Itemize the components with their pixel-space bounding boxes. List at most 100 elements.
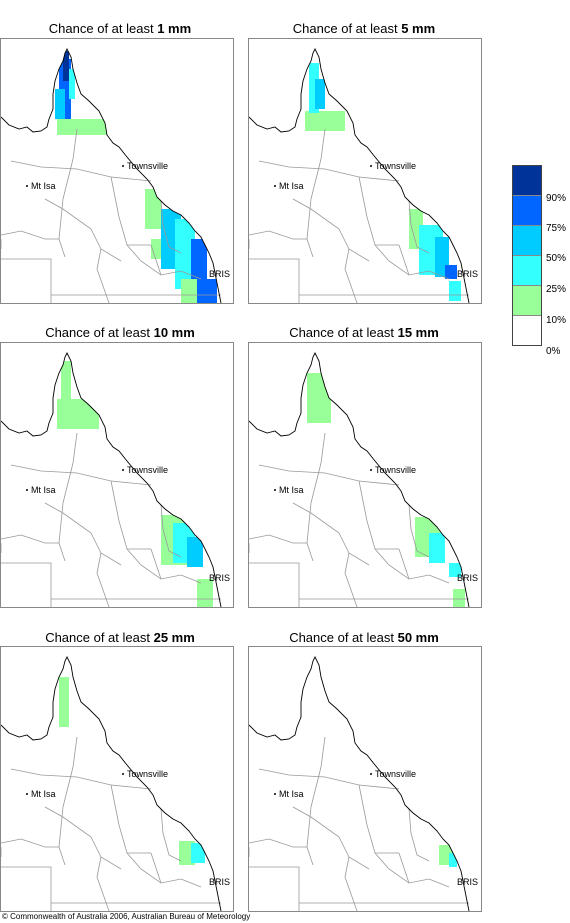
map-panel-1mm: Townsville Mt Isa BRIS bbox=[0, 38, 234, 304]
townsville-label: Townsville bbox=[375, 465, 416, 475]
legend-swatch-0 bbox=[513, 316, 541, 345]
rain-probability-cell bbox=[55, 89, 65, 119]
district-boundary bbox=[344, 856, 358, 911]
district-boundary bbox=[344, 248, 358, 303]
townsville-label: Townsville bbox=[375, 769, 416, 779]
district-boundary bbox=[96, 552, 110, 607]
mt-isa-label: Mt Isa bbox=[31, 789, 56, 799]
panel-title-5mm: Chance of at least 5 mm bbox=[292, 21, 436, 36]
rain-probability-cell bbox=[449, 563, 461, 577]
legend-label-0: 0% bbox=[546, 346, 561, 357]
district-boundary bbox=[292, 198, 370, 262]
legend-label-10: 10% bbox=[546, 315, 567, 326]
mt-isa-label: Mt Isa bbox=[279, 789, 304, 799]
rain-probability-cell bbox=[191, 239, 207, 279]
legend-label-25: 25% bbox=[546, 284, 567, 295]
brisbane-label: BRIS bbox=[457, 269, 478, 279]
townsville-marker bbox=[122, 469, 124, 471]
townsville-marker bbox=[122, 165, 124, 167]
mt-isa-marker bbox=[26, 793, 28, 795]
district-boundary bbox=[1, 230, 59, 240]
legend-swatch-90 bbox=[513, 166, 541, 196]
state-border bbox=[249, 239, 469, 303]
mt-isa-label: Mt Isa bbox=[31, 485, 56, 495]
district-boundary bbox=[398, 852, 410, 884]
legend-swatch-25 bbox=[513, 256, 541, 286]
district-boundary bbox=[306, 736, 326, 866]
district-boundary bbox=[408, 504, 430, 558]
district-boundary bbox=[10, 464, 152, 486]
district-boundary bbox=[292, 806, 370, 870]
brisbane-label: BRIS bbox=[209, 269, 230, 279]
panel-title-15mm: Chance of at least 15 mm bbox=[289, 325, 439, 340]
legend-label-90: 90% bbox=[546, 193, 567, 204]
mt-isa-label: Mt Isa bbox=[279, 485, 304, 495]
district-boundary bbox=[160, 200, 182, 254]
mt-isa-label: Mt Isa bbox=[31, 181, 56, 191]
district-boundary bbox=[10, 160, 152, 182]
district-boundary bbox=[58, 128, 78, 258]
copyright-notice: © Commonwealth of Australia 2006, Austra… bbox=[2, 912, 251, 921]
district-boundary bbox=[358, 784, 399, 854]
legend-label-50: 50% bbox=[546, 253, 567, 264]
brisbane-label: BRIS bbox=[457, 573, 478, 583]
coastline bbox=[1, 655, 222, 911]
mt-isa-marker bbox=[274, 489, 276, 491]
brisbane-label: BRIS bbox=[209, 877, 230, 887]
map-panel-10mm: Townsville Mt Isa BRIS bbox=[0, 342, 234, 608]
panel-title-1mm: Chance of at least 1 mm bbox=[48, 21, 192, 36]
mt-isa-marker bbox=[26, 185, 28, 187]
state-border bbox=[1, 543, 221, 607]
district-boundary bbox=[258, 464, 400, 486]
district-boundary bbox=[306, 128, 326, 258]
mt-isa-marker bbox=[26, 489, 28, 491]
rain-probability-cell bbox=[57, 119, 107, 135]
state-border bbox=[249, 847, 469, 911]
map-panel-50mm: Townsville Mt Isa BRIS bbox=[248, 646, 482, 912]
district-boundary bbox=[408, 200, 430, 254]
rain-probability-cell bbox=[181, 279, 197, 303]
rain-probability-cell bbox=[197, 579, 213, 607]
rain-probability-cell bbox=[197, 279, 217, 303]
district-boundary bbox=[96, 248, 110, 303]
rain-probability-cell bbox=[305, 111, 345, 131]
brisbane-label: BRIS bbox=[457, 877, 478, 887]
rain-probability-cell bbox=[449, 281, 461, 301]
district-boundary bbox=[150, 244, 162, 276]
district-boundary bbox=[358, 176, 399, 246]
rain-probability-cell bbox=[191, 843, 205, 863]
rain-probability-cell bbox=[309, 63, 319, 113]
district-boundary bbox=[110, 480, 151, 550]
district-boundary bbox=[358, 480, 399, 550]
district-boundary bbox=[96, 856, 110, 911]
rain-probability-cell bbox=[69, 69, 75, 99]
district-boundary bbox=[344, 552, 358, 607]
district-boundary bbox=[249, 534, 307, 544]
district-boundary bbox=[44, 198, 122, 262]
district-boundary bbox=[110, 784, 151, 854]
district-boundary bbox=[398, 244, 410, 276]
townsville-marker bbox=[370, 469, 372, 471]
rain-probability-cell bbox=[187, 537, 203, 567]
legend-label-75: 75% bbox=[546, 223, 567, 234]
townsville-marker bbox=[370, 165, 372, 167]
coastline bbox=[249, 47, 470, 303]
townsville-label: Townsville bbox=[127, 161, 168, 171]
rain-probability-cell bbox=[449, 853, 457, 867]
panel-title-25mm: Chance of at least 25 mm bbox=[45, 630, 195, 645]
district-boundary bbox=[374, 852, 450, 888]
district-boundary bbox=[58, 736, 78, 866]
coastline bbox=[1, 351, 222, 607]
townsville-marker bbox=[122, 773, 124, 775]
district-boundary bbox=[258, 160, 400, 182]
legend-swatch-75 bbox=[513, 196, 541, 226]
district-boundary bbox=[160, 504, 182, 558]
district-boundary bbox=[150, 852, 162, 884]
townsville-label: Townsville bbox=[127, 769, 168, 779]
rain-probability-cell bbox=[63, 51, 69, 81]
rain-probability-cell bbox=[61, 361, 71, 401]
district-boundary bbox=[150, 548, 162, 580]
district-boundary bbox=[249, 838, 307, 848]
district-boundary bbox=[110, 176, 151, 246]
state-border bbox=[1, 239, 221, 303]
